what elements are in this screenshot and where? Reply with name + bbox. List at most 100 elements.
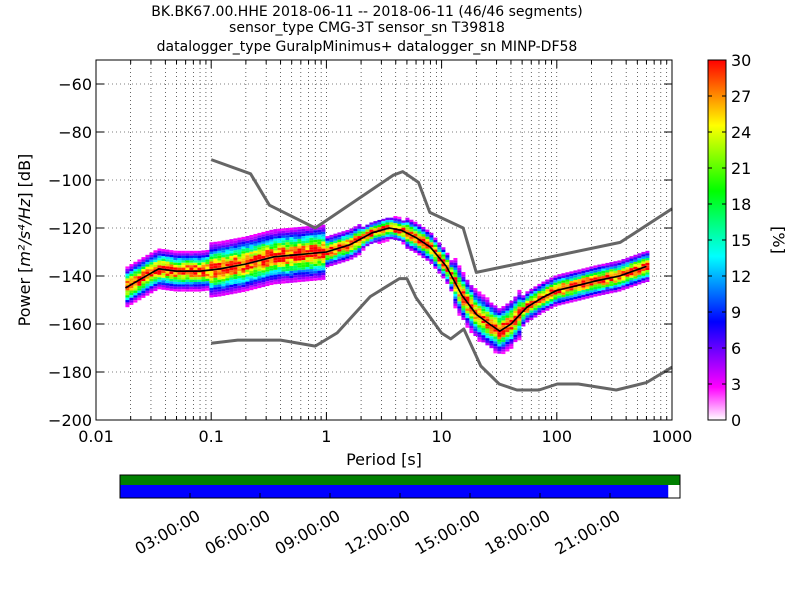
ppsd-cell xyxy=(617,284,622,287)
ppsd-cell xyxy=(545,308,550,311)
ppsd-cell xyxy=(361,229,366,232)
ppsd-cell xyxy=(233,281,238,284)
ppsd-cell xyxy=(181,284,186,287)
ppsd-cell xyxy=(213,244,218,247)
ppsd-cell xyxy=(609,266,614,270)
ppsd-cell xyxy=(477,320,482,323)
ppsd-cell xyxy=(501,308,506,311)
ppsd-cell xyxy=(129,295,134,298)
colorbar-tick-label: 24 xyxy=(731,123,751,142)
ppsd-cell xyxy=(565,291,570,294)
ppsd-cell xyxy=(513,310,518,314)
ppsd-cell xyxy=(249,234,254,238)
ppsd-cell xyxy=(309,230,314,234)
ppsd-cell xyxy=(189,282,194,285)
ppsd-cell xyxy=(233,250,238,253)
ppsd-cell xyxy=(613,285,618,288)
ppsd-cell xyxy=(369,224,374,228)
ppsd-cell xyxy=(481,304,486,307)
ppsd-cell xyxy=(305,271,310,275)
ppsd-cell xyxy=(501,342,506,345)
ppsd-cell xyxy=(265,262,270,265)
ppsd-cell xyxy=(321,236,326,240)
ppsd-cell xyxy=(485,323,490,327)
ppsd-cell xyxy=(189,260,194,263)
ppsd-cell xyxy=(373,223,378,226)
ppsd-cell xyxy=(261,241,266,244)
ppsd-cell xyxy=(253,233,258,237)
ppsd-cell xyxy=(381,230,386,234)
ppsd-cell xyxy=(393,230,398,233)
ppsd-cell xyxy=(173,277,178,280)
ppsd-cell xyxy=(229,282,234,285)
ppsd-cell xyxy=(609,271,614,275)
ppsd-cell xyxy=(201,255,206,258)
ppsd-cell xyxy=(257,273,262,277)
median-line xyxy=(124,227,647,333)
ppsd-cell xyxy=(253,243,258,246)
ppsd-cell xyxy=(265,247,270,251)
ppsd-cell xyxy=(285,244,290,248)
ppsd-cell xyxy=(305,245,310,248)
ppsd-cell xyxy=(289,278,294,281)
ppsd-cell xyxy=(565,284,570,287)
ppsd-cell xyxy=(629,265,634,269)
ppsd-cell xyxy=(437,242,442,245)
ppsd-cell xyxy=(221,262,226,265)
ppsd-cell xyxy=(313,266,318,269)
ppsd-cell xyxy=(465,322,470,326)
ppsd-cell xyxy=(637,253,642,256)
ppsd-cell xyxy=(125,290,130,293)
ppsd-cell xyxy=(585,293,590,297)
ppsd-cell xyxy=(221,293,226,296)
data-coverage-timeline: 03:00:0006:00:0009:00:0012:00:0015:00:00… xyxy=(119,474,681,558)
ppsd-cell xyxy=(545,298,550,302)
ppsd-cell xyxy=(161,249,166,252)
ppsd-cell xyxy=(309,235,314,238)
ppsd-cell xyxy=(509,339,514,342)
ppsd-cell xyxy=(549,287,554,290)
ppsd-cell xyxy=(205,278,210,282)
ppsd-cell xyxy=(433,261,438,264)
ppsd-cell xyxy=(473,326,478,329)
ppsd-cell xyxy=(517,301,522,305)
ppsd-cell xyxy=(461,300,466,304)
ppsd-cell xyxy=(261,263,266,266)
ppsd-cell xyxy=(517,316,522,319)
ppsd-cell xyxy=(481,332,486,336)
ppsd-cell xyxy=(213,258,218,261)
ppsd-cell xyxy=(189,272,194,275)
timeline-tick-label: 21:00:00 xyxy=(552,506,624,558)
ppsd-cell xyxy=(429,256,434,260)
ppsd-cell xyxy=(125,266,130,269)
ppsd-cell xyxy=(405,224,410,228)
ppsd-cell xyxy=(321,224,326,228)
ppsd-cell xyxy=(573,282,578,285)
ppsd-cell xyxy=(281,266,286,270)
ppsd-cell xyxy=(145,278,150,282)
ppsd-cell xyxy=(589,268,594,272)
ppsd-cell xyxy=(505,313,510,316)
ppsd-cell xyxy=(153,257,158,260)
ppsd-cell xyxy=(309,278,314,282)
ppsd-cell xyxy=(165,261,170,264)
ppsd-cell xyxy=(209,249,214,252)
ppsd-cell xyxy=(357,236,362,239)
ppsd-cell xyxy=(181,253,186,256)
ppsd-cell xyxy=(645,258,650,261)
ppsd-cell xyxy=(621,278,626,281)
ppsd-cell xyxy=(497,334,502,337)
ppsd-cell xyxy=(521,304,526,308)
ppsd-cell xyxy=(165,280,170,284)
ppsd-cell xyxy=(461,310,466,313)
ppsd-cell xyxy=(193,253,198,256)
ppsd-cell xyxy=(613,261,618,264)
ppsd-cell xyxy=(525,293,530,297)
ppsd-cell xyxy=(273,253,278,256)
ppsd-cell xyxy=(581,287,586,291)
ppsd-cell xyxy=(465,310,470,314)
ppsd-cell xyxy=(301,240,306,244)
ppsd-cell xyxy=(537,310,542,313)
ppsd-cell xyxy=(513,308,518,311)
ppsd-cell xyxy=(549,306,554,309)
